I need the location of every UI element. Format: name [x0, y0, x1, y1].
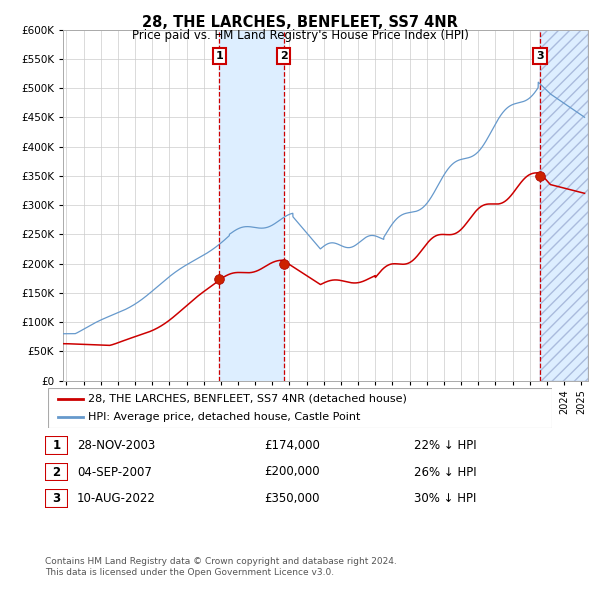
- Text: 2: 2: [52, 466, 61, 478]
- Text: £174,000: £174,000: [264, 439, 320, 452]
- Text: 28, THE LARCHES, BENFLEET, SS7 4NR (detached house): 28, THE LARCHES, BENFLEET, SS7 4NR (deta…: [88, 394, 407, 404]
- FancyBboxPatch shape: [45, 436, 68, 455]
- Text: 2: 2: [280, 51, 287, 61]
- Text: 30% ↓ HPI: 30% ↓ HPI: [414, 492, 476, 505]
- Text: £200,000: £200,000: [264, 466, 320, 478]
- Text: This data is licensed under the Open Government Licence v3.0.: This data is licensed under the Open Gov…: [45, 568, 334, 577]
- Text: 28, THE LARCHES, BENFLEET, SS7 4NR: 28, THE LARCHES, BENFLEET, SS7 4NR: [142, 15, 458, 30]
- Text: 3: 3: [52, 492, 61, 505]
- Bar: [219, 30, 284, 381]
- Text: Contains HM Land Registry data © Crown copyright and database right 2024.: Contains HM Land Registry data © Crown c…: [45, 558, 397, 566]
- Text: £350,000: £350,000: [264, 492, 320, 505]
- Bar: [540, 30, 588, 381]
- Text: HPI: Average price, detached house, Castle Point: HPI: Average price, detached house, Cast…: [88, 411, 361, 421]
- Text: 10-AUG-2022: 10-AUG-2022: [77, 492, 155, 505]
- Text: 22% ↓ HPI: 22% ↓ HPI: [414, 439, 476, 452]
- Bar: [540, 30, 588, 381]
- Text: 28-NOV-2003: 28-NOV-2003: [77, 439, 155, 452]
- Text: Price paid vs. HM Land Registry's House Price Index (HPI): Price paid vs. HM Land Registry's House …: [131, 30, 469, 42]
- FancyBboxPatch shape: [48, 388, 552, 428]
- Text: 3: 3: [536, 51, 544, 61]
- FancyBboxPatch shape: [45, 463, 68, 481]
- Text: 1: 1: [52, 439, 61, 452]
- FancyBboxPatch shape: [45, 489, 68, 508]
- Text: 1: 1: [215, 51, 223, 61]
- Text: 26% ↓ HPI: 26% ↓ HPI: [414, 466, 476, 478]
- Text: 04-SEP-2007: 04-SEP-2007: [77, 466, 152, 478]
